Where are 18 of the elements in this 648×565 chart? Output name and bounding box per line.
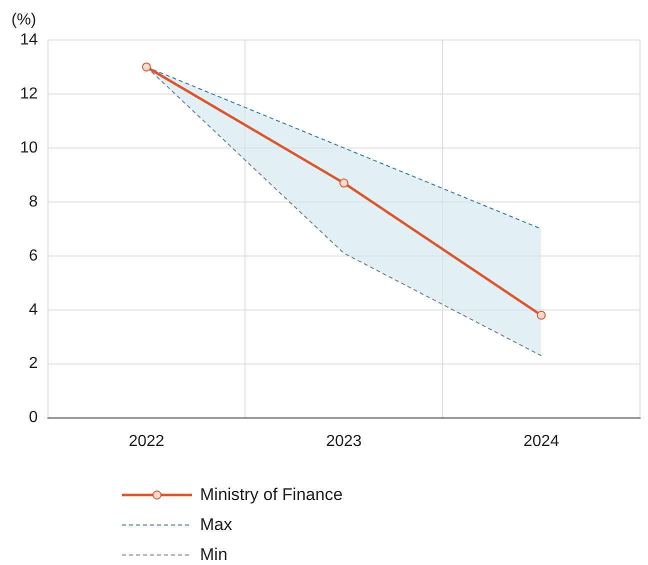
y-tick-label: 8	[28, 193, 38, 210]
point	[339, 178, 348, 188]
y-tick-label: 10	[20, 139, 38, 156]
point	[536, 310, 546, 320]
y-tick-label: 6	[28, 247, 38, 264]
point	[142, 62, 151, 72]
x-tick-label: 2024	[524, 432, 560, 450]
x-tick-label: 2022	[128, 432, 164, 450]
y-tick-label: 14	[20, 31, 38, 48]
y-axis-title: (%)	[11, 11, 36, 28]
legend-label: Ministry of Finance	[200, 485, 343, 505]
x-tick-label: 2023	[326, 432, 362, 450]
y-tick-label: 2	[28, 355, 38, 372]
legend-label: Max	[200, 515, 232, 535]
y-tick-label: 4	[28, 301, 38, 318]
y-tick-label: 12	[20, 85, 38, 102]
legend-label: Min	[200, 545, 228, 565]
y-tick-label: 0	[28, 409, 38, 426]
